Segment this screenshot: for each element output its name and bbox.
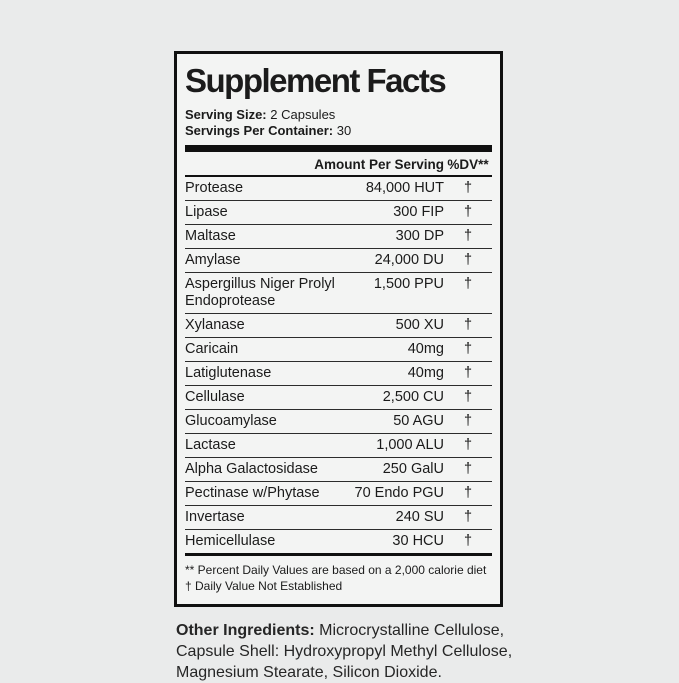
dagger-symbol: † bbox=[463, 461, 473, 477]
ingredient-amount: 250 GalU bbox=[382, 461, 444, 477]
servings-per-container-line: Servings Per Container: 30 bbox=[185, 123, 492, 139]
servings-per-container-value: 30 bbox=[336, 123, 352, 138]
ingredient-amount: 300 FIP bbox=[393, 204, 444, 220]
ingredient-row: Amylase 24,000 DU † bbox=[185, 248, 492, 272]
ingredient-name: Invertase bbox=[185, 509, 245, 525]
dagger-symbol: † bbox=[463, 365, 473, 381]
ingredient-amount: 30 HCU bbox=[392, 533, 444, 549]
dagger-symbol: † bbox=[463, 341, 473, 357]
ingredient-amount: 70 Endo PGU bbox=[354, 485, 444, 501]
ingredient-row: Aspergillus Niger Prolyl Endoprotease 1,… bbox=[185, 272, 492, 313]
ingredient-amount: 40mg bbox=[407, 341, 444, 357]
serving-size-line: Serving Size: 2 Capsules bbox=[185, 107, 492, 123]
ingredient-row: Lactase 1,000 ALU † bbox=[185, 433, 492, 457]
ingredient-row: Protease 84,000 HUT † bbox=[185, 177, 492, 200]
ingredient-amount: 1,500 PPU bbox=[373, 276, 444, 292]
ingredient-row: Hemicellulase 30 HCU † bbox=[185, 529, 492, 553]
amount-per-serving-header: Amount Per Serving bbox=[314, 157, 444, 172]
other-ingredients-line-1: Other Ingredients: Microcrystalline Cell… bbox=[176, 620, 536, 641]
ingredient-amount: 1,000 ALU bbox=[376, 437, 444, 453]
ingredient-name: Alpha Galactosidase bbox=[185, 461, 318, 477]
dagger-symbol: † bbox=[463, 180, 473, 196]
footnote-divider bbox=[185, 553, 492, 556]
dagger-symbol: † bbox=[463, 389, 473, 405]
ingredient-row: Xylanase 500 XU † bbox=[185, 313, 492, 337]
footnotes-block: ** Percent Daily Values are based on a 2… bbox=[185, 556, 492, 596]
ingredient-row: Alpha Galactosidase 250 GalU † bbox=[185, 457, 492, 481]
supplement-facts-panel: Supplement Facts Serving Size: 2 Capsule… bbox=[174, 51, 503, 607]
ingredient-name: Caricain bbox=[185, 341, 239, 357]
percent-dv-header: %DV** bbox=[447, 157, 489, 172]
label-stage: Supplement Facts Serving Size: 2 Capsule… bbox=[174, 51, 536, 683]
ingredient-amount: 24,000 DU bbox=[374, 252, 444, 268]
panel-title: Supplement Facts bbox=[185, 62, 447, 99]
ingredient-row: Cellulase 2,500 CU † bbox=[185, 385, 492, 409]
ingredient-name: Amylase bbox=[185, 252, 241, 268]
ingredient-name: Glucoamylase bbox=[185, 413, 277, 429]
ingredient-amount: 2,500 CU bbox=[382, 389, 444, 405]
ingredient-row: Latiglutenase 40mg † bbox=[185, 361, 492, 385]
dagger-symbol: † bbox=[463, 317, 473, 333]
ingredient-name: Aspergillus Niger Prolyl Endoprotease bbox=[185, 276, 335, 309]
dagger-symbol: † bbox=[463, 204, 473, 220]
dagger-symbol: † bbox=[463, 533, 473, 549]
ingredient-amount: 240 SU bbox=[395, 509, 444, 525]
other-ingredients-line-3: Magnesium Stearate, Silicon Dioxide. bbox=[176, 664, 442, 681]
serving-size-label: Serving Size: bbox=[185, 107, 267, 122]
ingredient-name: Lipase bbox=[185, 204, 228, 220]
other-ingredients-line-2: Capsule Shell: Hydroxypropyl Methyl Cell… bbox=[176, 643, 513, 660]
ingredient-name: Latiglutenase bbox=[185, 365, 272, 381]
serving-size-value: 2 Capsules bbox=[270, 107, 336, 122]
ingredient-name: Maltase bbox=[185, 228, 236, 244]
other-ingredients-line-1-text: Microcrystalline Cellulose, bbox=[319, 622, 505, 639]
ingredient-name: Cellulase bbox=[185, 389, 245, 405]
ingredient-row: Caricain 40mg † bbox=[185, 337, 492, 361]
ingredient-name: Xylanase bbox=[185, 317, 245, 333]
ingredient-row: Maltase 300 DP † bbox=[185, 224, 492, 248]
dagger-symbol: † bbox=[463, 413, 473, 429]
ingredient-row: Glucoamylase 50 AGU † bbox=[185, 409, 492, 433]
dagger-symbol: † bbox=[463, 509, 473, 525]
ingredient-row: Invertase 240 SU † bbox=[185, 505, 492, 529]
ingredient-name: Protease bbox=[185, 180, 244, 196]
footnote-daily-values: ** Percent Daily Values are based on a 2… bbox=[185, 563, 487, 577]
ingredient-row: Pectinase w/Phytase 70 Endo PGU † bbox=[185, 481, 492, 505]
other-ingredients-label: Other Ingredients: bbox=[176, 622, 315, 639]
dagger-symbol: † bbox=[463, 252, 473, 268]
dagger-symbol: † bbox=[463, 485, 473, 501]
ingredient-name: Lactase bbox=[185, 437, 236, 453]
ingredient-row: Lipase 300 FIP † bbox=[185, 200, 492, 224]
ingredient-amount: 500 XU bbox=[395, 317, 444, 333]
other-ingredients-block: Other Ingredients: Microcrystalline Cell… bbox=[176, 620, 536, 683]
ingredient-rows: Protease 84,000 HUT † Lipase 300 FIP † M… bbox=[185, 177, 492, 553]
ingredient-amount: 50 AGU bbox=[393, 413, 444, 429]
dagger-symbol: † bbox=[463, 437, 473, 453]
ingredient-name: Pectinase w/Phytase bbox=[185, 485, 320, 501]
dagger-symbol: † bbox=[463, 276, 473, 292]
ingredient-amount: 84,000 HUT bbox=[365, 180, 444, 196]
ingredient-amount: 40mg bbox=[407, 365, 444, 381]
thick-divider-bar bbox=[185, 145, 492, 152]
dagger-symbol: † bbox=[463, 228, 473, 244]
servings-per-container-label: Servings Per Container: bbox=[185, 123, 334, 138]
ingredient-amount: 300 DP bbox=[395, 228, 444, 244]
footnote-dv-not-established: † Daily Value Not Established bbox=[185, 579, 343, 593]
ingredient-name: Hemicellulase bbox=[185, 533, 276, 549]
column-header-row: Amount Per Serving %DV** bbox=[185, 152, 492, 177]
